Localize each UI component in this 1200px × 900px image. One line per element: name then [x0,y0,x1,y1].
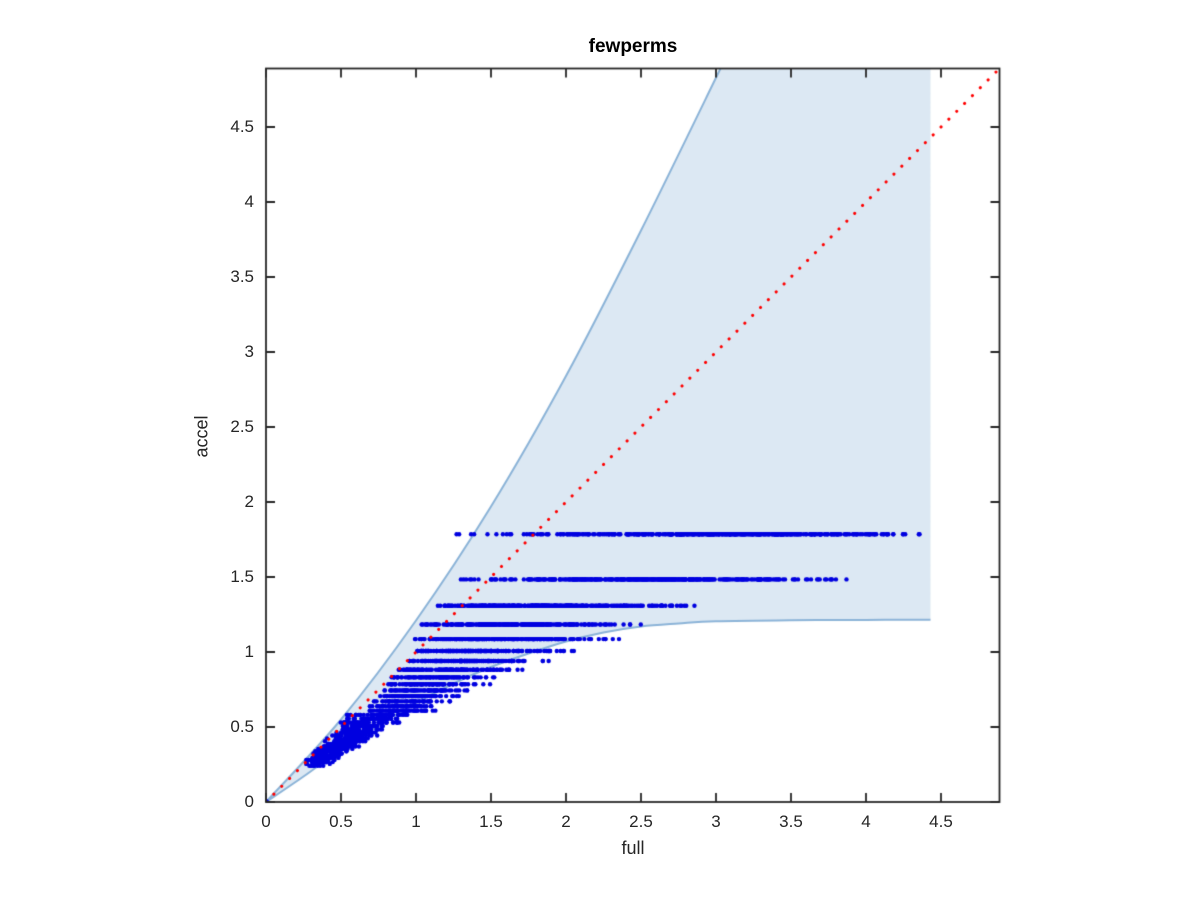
x-tick-label: 2 [561,812,571,831]
y-tick-label: 0.5 [230,717,254,736]
chart-title: fewperms [588,36,678,57]
y-tick-label: 2 [244,492,254,511]
x-tick-label: 1.5 [479,812,503,831]
y-tick-label: 4 [244,192,254,211]
x-tick-label: 0 [261,812,271,831]
y-tick-label: 1.5 [230,567,254,586]
y-tick-label: 4.5 [230,117,254,136]
x-tick-label: 4 [861,812,871,831]
x-tick-label: 1 [411,812,421,831]
x-tick-label: 0.5 [329,812,353,831]
y-tick-label: 1 [244,642,254,661]
x-tick-label: 3 [711,812,721,831]
y-tick-label: 2.5 [230,417,254,436]
x-tick-label: 2.5 [629,812,653,831]
x-axis-label: full [621,838,645,858]
y-tick-label: 0 [244,792,254,811]
x-tick-label: 3.5 [779,812,803,831]
y-tick-label: 3 [244,342,254,361]
y-tick-label: 3.5 [230,267,254,286]
x-tick-label: 4.5 [929,812,953,831]
